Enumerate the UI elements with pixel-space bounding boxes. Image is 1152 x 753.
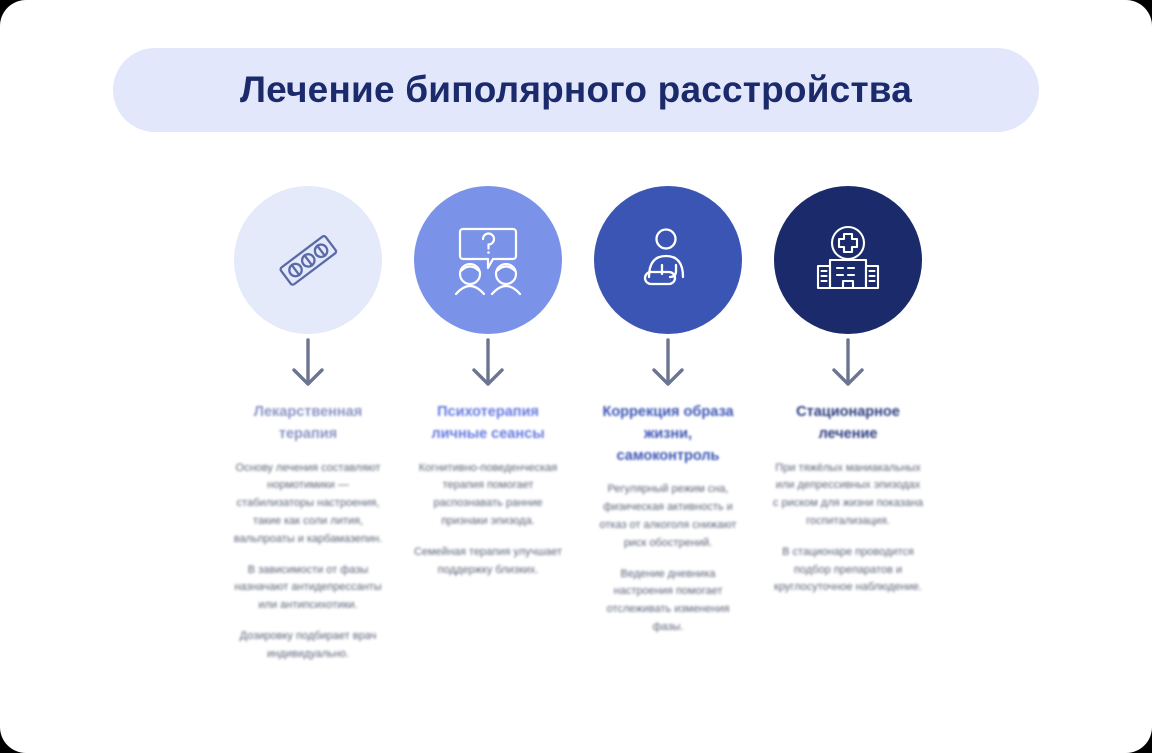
title-banner: Лечение биполярного расстройства xyxy=(113,48,1039,132)
paragraph: В зависимости от фазы назначают антидепр… xyxy=(234,563,382,612)
meditation-icon xyxy=(628,220,708,300)
paragraph: Основу лечения составляют нормотимики — … xyxy=(233,461,383,545)
connector-arrow-1 xyxy=(285,334,331,394)
connector-arrow-3 xyxy=(645,334,691,394)
treatment-columns: Лекарственная терапия Основу лечения сос… xyxy=(228,186,928,726)
column-lifestyle: Коррекция образа жизни, самоконтроль Рег… xyxy=(588,186,748,726)
column-body-4: При тяжёлых маниакальных или депрессивны… xyxy=(772,460,924,598)
circle-step-3[interactable] xyxy=(594,186,742,334)
paragraph: В стационаре проводится подбор препарато… xyxy=(774,545,922,594)
paragraph: При тяжёлых маниакальных или депрессивны… xyxy=(772,461,924,527)
connector-arrow-4 xyxy=(825,334,871,394)
counseling-icon xyxy=(445,217,531,303)
paragraph: Когнитивно-поведенческая терапия помогае… xyxy=(418,461,558,527)
column-medication: Лекарственная терапия Основу лечения сос… xyxy=(228,186,388,726)
paragraph: Дозировку подбирает врач индивидуально. xyxy=(239,630,377,660)
column-body-3: Регулярный режим сна, физическая активно… xyxy=(592,481,744,637)
column-heading-3: Коррекция образа жизни, самоконтроль xyxy=(602,404,734,464)
paragraph: Ведение дневника настроения помогает отс… xyxy=(606,567,730,633)
column-heading-2: Психотерапия личные сеансы xyxy=(431,404,545,442)
hospital-icon xyxy=(808,220,888,300)
column-heading-4: Стационарное лечение xyxy=(796,404,900,442)
connector-arrow-2 xyxy=(465,334,511,394)
column-body-2: Когнитивно-поведенческая терапия помогае… xyxy=(412,460,564,580)
paragraph: Семейная терапия улучшает поддержку близ… xyxy=(413,545,563,576)
circle-step-4[interactable] xyxy=(774,186,922,334)
blister-pack-icon xyxy=(267,219,349,301)
column-psychotherapy: Психотерапия личные сеансы Когнитивно-по… xyxy=(408,186,568,726)
column-body-1: Основу лечения составляют нормотимики — … xyxy=(232,460,384,664)
column-heading-1: Лекарственная терапия xyxy=(253,404,363,442)
page-title: Лечение биполярного расстройства xyxy=(239,69,913,110)
paragraph: Регулярный режим сна, физическая активно… xyxy=(599,483,737,549)
column-inpatient: Стационарное лечение При тяжёлых маниака… xyxy=(768,186,928,726)
circle-step-1[interactable] xyxy=(234,186,382,334)
circle-step-2[interactable] xyxy=(414,186,562,334)
